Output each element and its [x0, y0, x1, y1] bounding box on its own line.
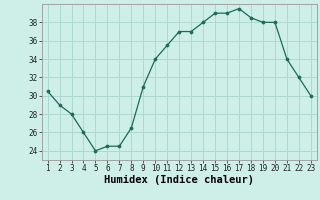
X-axis label: Humidex (Indice chaleur): Humidex (Indice chaleur) [104, 175, 254, 185]
